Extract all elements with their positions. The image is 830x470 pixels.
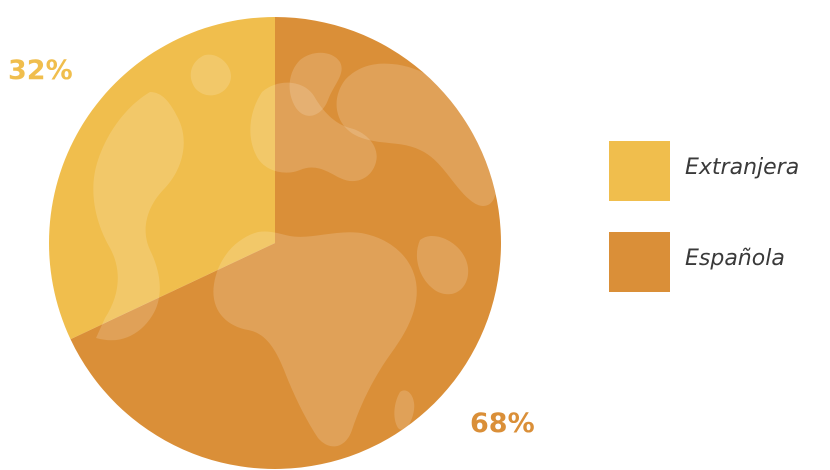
scandinavia-landmass xyxy=(289,52,342,116)
africa-landmass xyxy=(213,231,417,447)
pie-slice-extranjera xyxy=(49,17,275,340)
americas-landmass xyxy=(93,92,184,341)
pie-slices xyxy=(49,17,502,469)
world-map-overlay xyxy=(93,52,496,447)
madagascar-landmass xyxy=(394,390,415,430)
legend-item-extranjera: Extranjera xyxy=(609,141,830,201)
legend-swatch-extranjera xyxy=(609,141,670,201)
slice-label-espanola: 68% xyxy=(470,408,535,439)
pie-slice-espanola xyxy=(70,17,502,469)
legend-item-espanola: Española xyxy=(609,232,830,292)
legend-label-espanola: Española xyxy=(685,246,785,271)
europe-landmass xyxy=(250,82,377,182)
legend-label-extranjera: Extranjera xyxy=(685,155,800,180)
arabia-landmass xyxy=(416,236,469,295)
greenland-landmass xyxy=(190,54,231,96)
legend-swatch-espanola xyxy=(609,232,670,292)
slice-label-extranjera: 32% xyxy=(8,55,73,86)
